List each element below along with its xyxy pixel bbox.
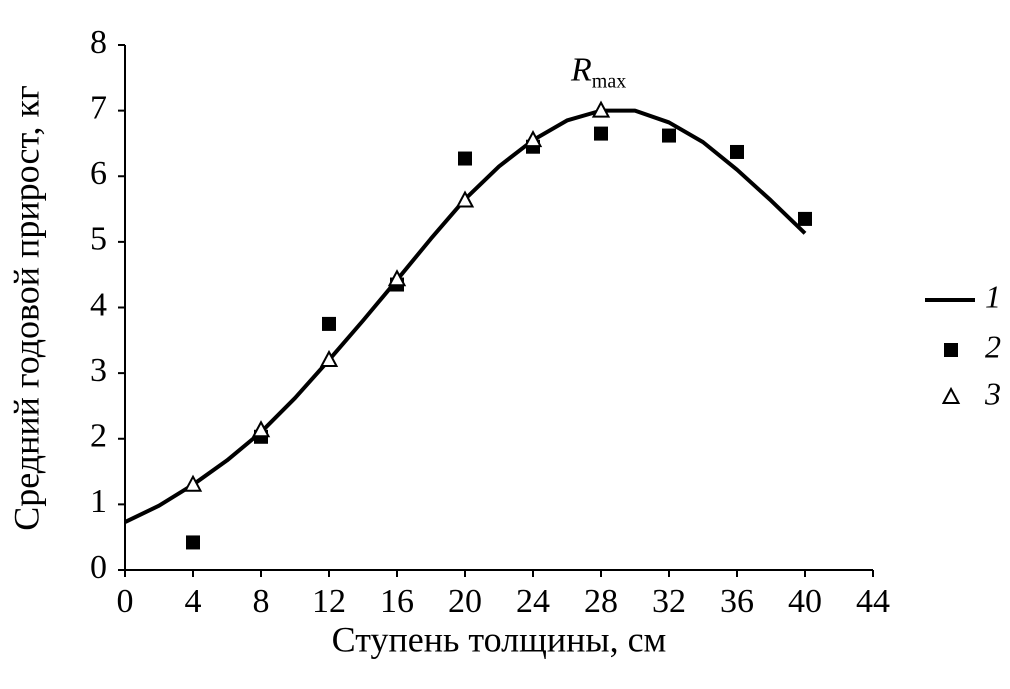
x-tick-label: 24: [516, 583, 550, 620]
x-tick-label: 44: [856, 583, 890, 620]
x-tick-label: 28: [584, 583, 618, 620]
x-tick-label: 8: [253, 583, 270, 620]
triangle-marker: [455, 190, 475, 208]
annotation-subscript: max: [592, 70, 626, 92]
fit-line: [124, 108, 807, 524]
y-tick-label: 5: [90, 221, 107, 258]
x-tick-label: 4: [185, 583, 202, 620]
square-marker: [594, 126, 608, 141]
y-tick-label: 0: [90, 549, 107, 586]
triangle-marker: [319, 349, 339, 367]
y-tick-label: 7: [90, 89, 107, 126]
triangle-marker: [941, 386, 961, 404]
triangle-marker: [591, 100, 611, 118]
square-marker: [458, 151, 472, 166]
square-marker: [944, 343, 958, 357]
legend-label: 3: [984, 375, 1001, 411]
square-marker: [186, 535, 200, 550]
annotation-text: R: [570, 51, 592, 88]
y-tick-label: 6: [90, 155, 107, 192]
x-tick-label: 36: [720, 583, 754, 620]
legend-label: 1: [985, 278, 1001, 314]
triangle-marker: [251, 420, 271, 438]
square-marker: [322, 316, 336, 331]
y-tick-label: 4: [90, 286, 107, 323]
square-marker: [798, 211, 812, 226]
x-axis-title: Ступень толщины, см: [332, 619, 667, 659]
triangle-marker: [183, 474, 203, 492]
y-tick-label: 3: [90, 352, 107, 389]
y-tick-label: 2: [90, 418, 107, 455]
y-tick-label: 1: [90, 483, 107, 520]
x-tick-label: 16: [380, 583, 414, 620]
x-tick-label: 40: [788, 583, 822, 620]
square-marker: [662, 128, 676, 143]
x-tick-label: 12: [312, 583, 346, 620]
y-axis-title: Средний годовой прирост, кг: [6, 85, 46, 530]
annotation: Rmax: [570, 51, 626, 92]
x-tick-label: 20: [448, 583, 482, 620]
square-marker: [730, 144, 744, 159]
x-tick-label: 0: [117, 583, 134, 620]
triangle-marker: [387, 269, 407, 287]
x-tick-label: 32: [652, 583, 686, 620]
triangle-marker: [523, 130, 543, 148]
y-tick-label: 8: [90, 24, 107, 61]
legend-label: 2: [985, 328, 1001, 364]
